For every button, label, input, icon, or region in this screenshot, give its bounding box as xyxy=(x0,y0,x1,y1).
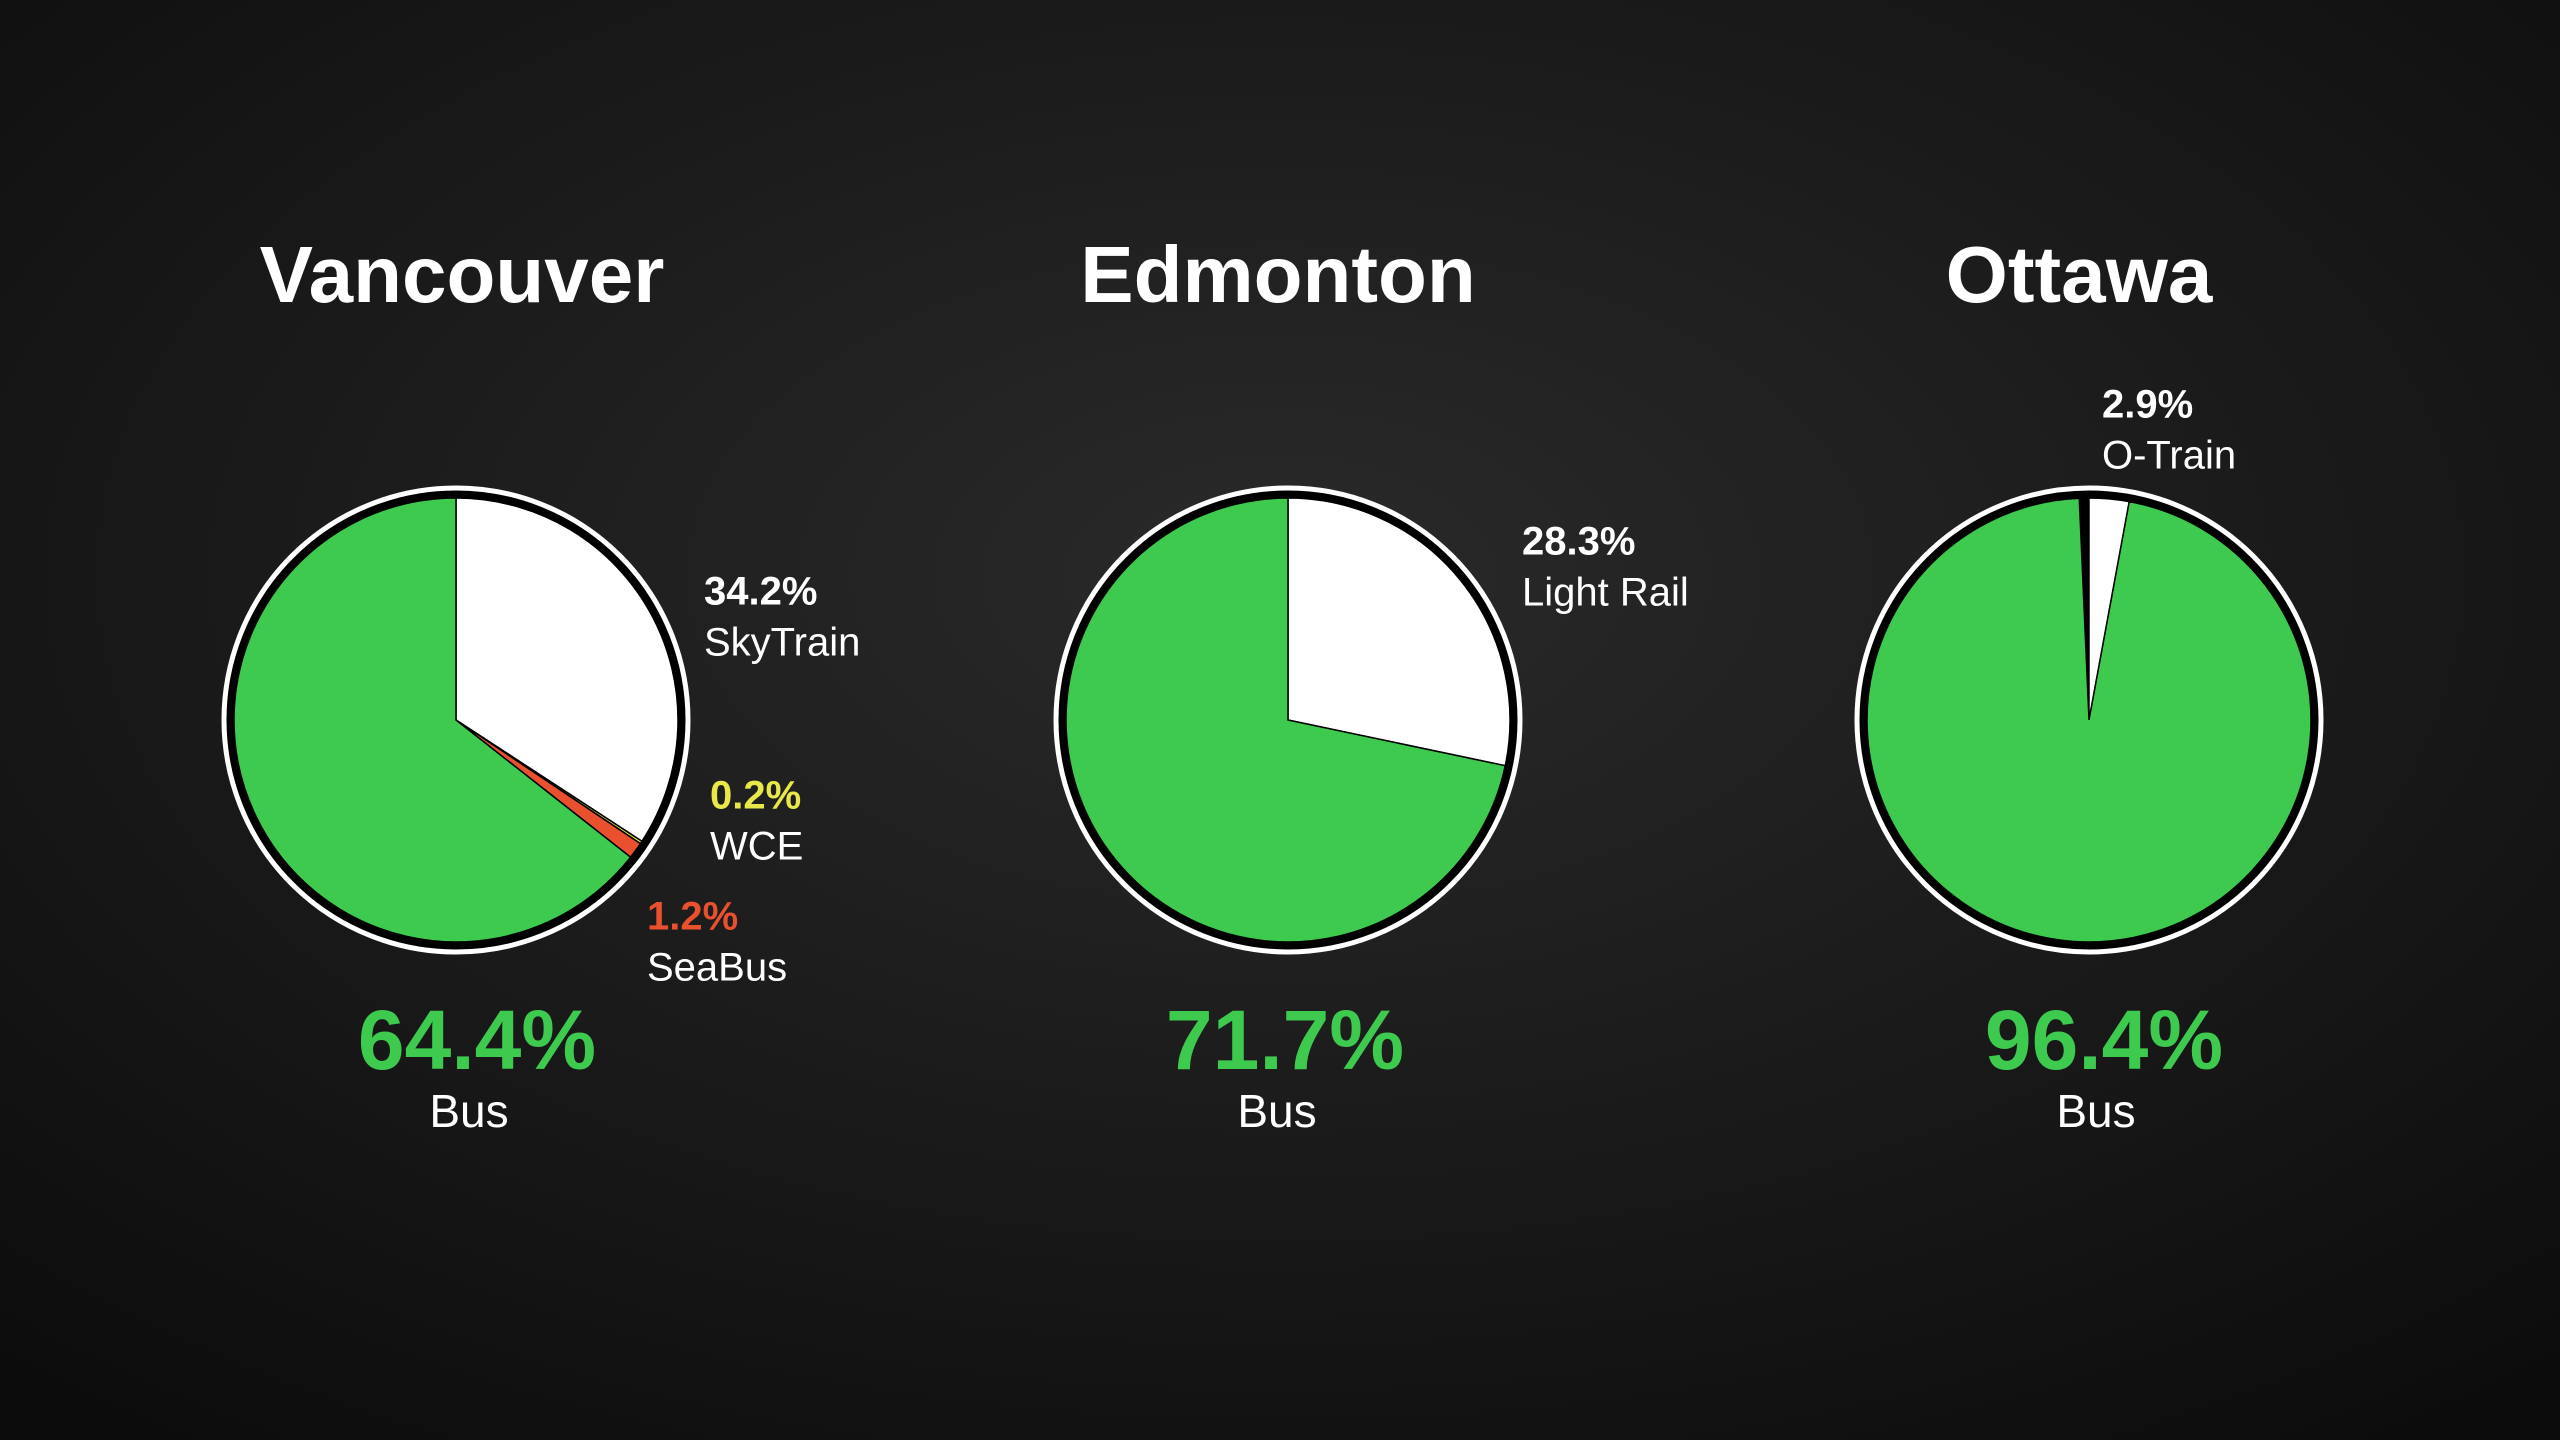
slice-percent: 0.2% xyxy=(710,774,801,818)
pie-slice xyxy=(1065,497,1507,943)
slice-percent: 28.3% xyxy=(1522,520,1635,564)
slice-percent: 1.2% xyxy=(647,895,738,939)
main-percent: 96.4% xyxy=(1985,993,2223,1087)
slice-label: Light Rail xyxy=(1522,571,1689,615)
slice-percent: 2.9% xyxy=(2102,383,2193,427)
main-label: Bus xyxy=(2056,1085,2135,1137)
pie-slice xyxy=(1866,497,2312,943)
chart-title: Edmonton xyxy=(1080,230,1475,319)
main-percent: 71.7% xyxy=(1166,993,1404,1087)
slice-percent: 34.2% xyxy=(704,570,817,614)
chart-title: Ottawa xyxy=(1946,230,2213,319)
main-label: Bus xyxy=(1237,1085,1316,1137)
slice-label: WCE xyxy=(710,825,803,869)
chart-title: Vancouver xyxy=(260,230,665,319)
main-percent: 64.4% xyxy=(358,993,596,1087)
pie-slice xyxy=(1287,497,1511,767)
slice-label: SkyTrain xyxy=(704,621,860,665)
main-label: Bus xyxy=(429,1085,508,1137)
slice-label: SeaBus xyxy=(647,946,787,990)
slice-label: O-Train xyxy=(2102,434,2236,478)
pie-slice xyxy=(233,497,632,943)
